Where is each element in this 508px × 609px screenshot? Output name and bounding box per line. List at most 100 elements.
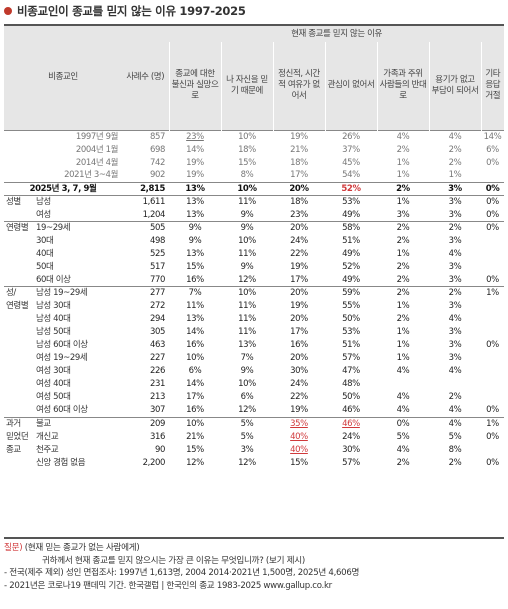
row-value: 11% xyxy=(221,194,273,209)
row-value: 12% xyxy=(238,457,256,468)
history-value: 23% xyxy=(169,129,221,144)
history-row: 2014년 4월 742 19% 15% 18% 45% 1% 2% 0% xyxy=(4,156,504,169)
row-group: 여성 19~29세 xyxy=(4,352,122,365)
history-value: 17% xyxy=(290,170,308,181)
row-value: 16% xyxy=(290,340,308,351)
row-n: 2,200 xyxy=(142,457,166,468)
row-value: 1% xyxy=(396,353,410,364)
row-group: 30대 xyxy=(4,234,122,247)
row-value xyxy=(481,260,504,273)
row-value: 15% xyxy=(290,457,308,468)
row-value: 14% xyxy=(186,379,204,390)
row-group: 믿었던 개신교 xyxy=(4,430,122,443)
row-value: 10% xyxy=(186,353,204,364)
row-value xyxy=(429,378,481,391)
table-bottom-rule xyxy=(4,537,504,539)
question-label: 질문) xyxy=(4,543,23,553)
row-group-label: 과거 xyxy=(6,418,21,429)
row-value xyxy=(481,365,504,378)
table-row: 30대 498 9% 10% 24% 51% 2% 3% xyxy=(4,234,504,247)
row-value: 15% xyxy=(186,261,204,272)
row-value xyxy=(481,326,504,339)
row-group-label: 종교 xyxy=(6,444,21,455)
header-reason-1: 종교에 대한 불신과 실망으로 xyxy=(168,42,221,130)
row-value: 52% xyxy=(342,261,360,272)
row-value xyxy=(481,300,504,313)
row-value: 57% xyxy=(342,353,360,364)
row-group: 과거 불교 xyxy=(4,416,122,431)
row-value: 2% xyxy=(429,286,481,300)
row-subgroup-label: 19~29세 xyxy=(36,223,71,234)
row-subgroup-label: 여성 40대 xyxy=(36,379,71,390)
row-n: 498 xyxy=(149,235,165,246)
row-value xyxy=(481,378,504,391)
row-subgroup-label: 남성 50대 xyxy=(36,327,71,338)
row-value: 2% xyxy=(396,235,410,246)
row-value: 22% xyxy=(290,248,308,259)
header-row-2: 종교에 대한 불신과 실망으로 나 자신을 믿기 때문에 정신적, 시간적 여유… xyxy=(4,42,505,130)
row-value: 11% xyxy=(238,301,256,312)
current-value: 2% xyxy=(377,181,429,196)
current-value: 52% xyxy=(325,181,377,196)
row-subgroup-label: 여성 50대 xyxy=(36,392,71,403)
row-subgroup-label: 60대 이상 xyxy=(36,274,71,285)
row-subgroup-label: 40대 xyxy=(36,248,54,259)
header-reason-6: 용기가 없고 부담이 되어서 xyxy=(428,42,481,130)
row-subgroup-label: 남성 30대 xyxy=(36,301,71,312)
row-value: 0% xyxy=(486,274,499,285)
row-value: 4% xyxy=(448,405,462,416)
current-row: 2025년 3, 7, 9월 2,815 13% 10% 20% 52% 2% 3% 0% xyxy=(4,181,505,196)
row-value: 0% xyxy=(486,209,499,220)
row-value: 14% xyxy=(186,327,204,338)
table-row: 50대 517 15% 9% 19% 52% 2% 3% xyxy=(4,260,504,273)
table-row: 여성 19~29세 227 10% 7% 20% 57% 1% 3% xyxy=(4,352,504,365)
row-value: 12% xyxy=(186,457,204,468)
row-value: 2% xyxy=(377,286,429,300)
row-value: 51% xyxy=(342,235,360,246)
history-value: 19% xyxy=(186,170,204,181)
row-value: 3% xyxy=(429,194,481,209)
note-source: - 2021년은 코로나19 팬데믹 기간. 한국갤럽 | 한국인의 종교 19… xyxy=(4,580,332,591)
row-value: 3% xyxy=(448,235,462,246)
row-value: 19% xyxy=(290,301,308,312)
history-value: 0% xyxy=(486,157,499,168)
row-value: 1% xyxy=(377,194,429,209)
row-value: 23% xyxy=(290,209,308,220)
history-value xyxy=(481,169,504,182)
row-value: 3% xyxy=(448,327,462,338)
row-value: 20% xyxy=(273,220,325,235)
history-label: 1997년 9월 xyxy=(4,129,122,144)
row-value: 4% xyxy=(448,366,462,377)
table-row: 믿었던 개신교 316 21% 5% 40% 24% 5% 5% 0% xyxy=(4,430,504,443)
row-value: 13% xyxy=(186,209,204,220)
table-row: 성별 남성 1,611 13% 11% 18% 53% 1% 3% 0% xyxy=(4,194,505,209)
row-value: 4% xyxy=(448,248,462,259)
row-value: 0% xyxy=(486,340,499,351)
row-group: 연령별 19~29세 xyxy=(4,220,122,235)
history-value: 21% xyxy=(290,144,308,155)
row-value: 10% xyxy=(169,416,221,431)
row-value: 15% xyxy=(186,444,204,455)
row-value: 4% xyxy=(448,314,462,325)
row-value: 30% xyxy=(290,366,308,377)
row-group: 60대 이상 xyxy=(4,274,122,287)
row-value: 9% xyxy=(221,220,273,235)
note-method: - 전국(제주 제외) 성인 면접조사: 1997년 1,613명, 2004 … xyxy=(4,568,360,578)
row-value: 46% xyxy=(342,405,360,416)
header-reason-5: 가족과 주위 사람들의 반대로 xyxy=(376,42,429,130)
row-value: 35% xyxy=(273,416,325,431)
row-value: 20% xyxy=(273,286,325,300)
row-value: 46% xyxy=(325,416,377,431)
row-subgroup-label: 천주교 xyxy=(36,444,59,455)
history-value: 54% xyxy=(342,170,360,181)
row-value: 3% xyxy=(448,340,462,351)
row-value xyxy=(481,352,504,365)
row-value: 21% xyxy=(186,431,204,442)
row-value: 49% xyxy=(342,248,360,259)
current-value: 0% xyxy=(481,181,505,196)
header-group: 비종교인 xyxy=(4,25,122,130)
row-value: 16% xyxy=(186,274,204,285)
history-value: 2% xyxy=(448,144,462,155)
header-reasons-span: 현재 종교를 믿지 않는 이유 xyxy=(169,25,505,42)
row-value: 13% xyxy=(169,194,221,209)
